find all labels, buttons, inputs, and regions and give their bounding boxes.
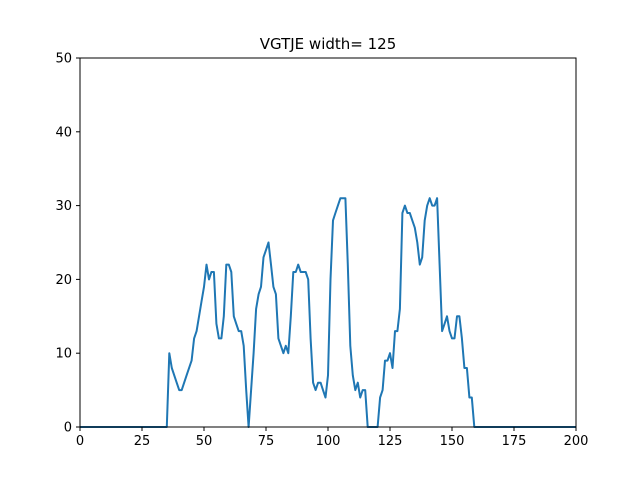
x-tick-label: 125	[378, 434, 403, 449]
x-tick-label: 200	[564, 434, 589, 449]
x-tick-label: 50	[196, 434, 213, 449]
y-tick-label: 40	[55, 125, 72, 140]
x-tick-label: 75	[258, 434, 275, 449]
x-axis: 0 25 50 75 100 125 150 175 200	[76, 427, 589, 449]
x-tick-label: 25	[134, 434, 151, 449]
chart-title: VGTJE width= 125	[260, 35, 397, 53]
y-axis: 0 10 20 30 40 50	[55, 52, 80, 436]
x-tick-label: 0	[76, 434, 84, 449]
x-tick-label: 175	[502, 434, 527, 449]
plot-frame	[79, 57, 577, 428]
plot-area	[80, 197, 576, 428]
y-tick-label: 10	[55, 347, 72, 362]
y-tick-label: 20	[55, 273, 72, 288]
y-tick-label: 30	[55, 199, 72, 214]
y-tick-label: 0	[64, 421, 72, 436]
y-tick-label: 50	[55, 52, 72, 67]
x-tick-label: 100	[316, 434, 341, 449]
series-line-0	[80, 197, 576, 428]
x-tick-label: 150	[440, 434, 465, 449]
